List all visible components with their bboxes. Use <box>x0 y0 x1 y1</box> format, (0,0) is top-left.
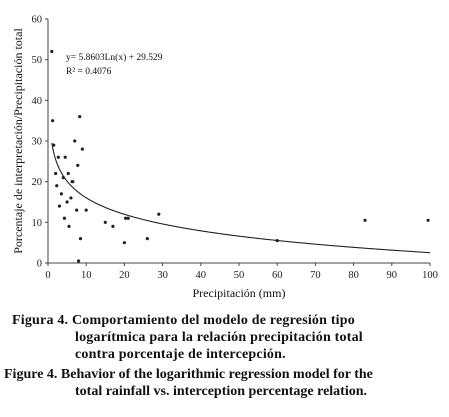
x-tick-label: 20 <box>119 270 130 281</box>
data-point <box>71 180 75 184</box>
x-tick-label: 100 <box>422 270 438 281</box>
caption-spanish-line-2: logarítmica para la relación precipitaci… <box>75 330 363 345</box>
data-point <box>76 163 80 167</box>
caption-spanish-line-3: contra porcentaje de intercepción. <box>75 347 286 362</box>
caption-spanish: Figura 4. Comportamiento del modelo de r… <box>12 312 442 363</box>
x-tick-label: 0 <box>45 270 50 281</box>
x-tick-label: 70 <box>310 270 321 281</box>
data-point <box>363 218 367 222</box>
data-point <box>145 237 149 241</box>
x-tick-label: 10 <box>81 270 92 281</box>
data-point <box>111 224 115 228</box>
data-point <box>78 237 83 241</box>
data-point <box>122 241 126 245</box>
data-point <box>62 216 67 220</box>
x-tick-label: 50 <box>234 270 245 281</box>
data-point <box>275 239 279 243</box>
y-tick-label: 20 <box>32 177 43 188</box>
data-point <box>84 208 88 212</box>
caption-spanish-text-1: Comportamiento del modelo de regresión t… <box>71 313 355 328</box>
y-tick-label: 60 <box>32 15 43 26</box>
data-point <box>54 171 58 176</box>
data-point <box>73 139 77 143</box>
data-point <box>103 220 107 224</box>
data-point <box>57 204 62 208</box>
data-point <box>59 192 63 196</box>
data-point <box>67 224 71 228</box>
data-point <box>126 216 130 220</box>
data-point <box>61 176 65 180</box>
data-point <box>66 171 70 176</box>
x-tick-label: 30 <box>157 270 168 281</box>
caption-english-line-2: total rainfall vs. interception percenta… <box>75 384 368 399</box>
data-point <box>123 216 128 220</box>
y-tick-label: 0 <box>37 259 42 270</box>
x-tick-label: 80 <box>348 270 359 281</box>
x-axis-title: Precipitación (mm) <box>193 286 286 300</box>
y-axis-title: Porcentaje de interpretación/Precipitaci… <box>11 28 25 254</box>
equation-annotation: y= 5.8603Ln(x) + 29.529 <box>66 52 163 63</box>
scatter-chart: 0 10 20 30 40 50 60 0 10 20 30 40 50 60 70 80 90 100 Prec… <box>11 15 438 301</box>
data-point <box>426 218 430 222</box>
y-tick-label: 10 <box>32 218 43 229</box>
data-point <box>55 184 59 188</box>
x-tick-label: 60 <box>272 270 283 281</box>
y-tick-label: 40 <box>32 96 43 107</box>
y-tick-label: 30 <box>32 137 43 148</box>
data-point <box>157 212 161 216</box>
caption-english-line-1: Figure 4. Behavior of the logarithmic re… <box>4 367 373 382</box>
data-point <box>56 155 60 159</box>
data-point <box>50 49 54 54</box>
y-tick-label: 50 <box>32 55 43 66</box>
caption-spanish-label: Figura 4. <box>12 313 69 328</box>
log-trendline <box>51 142 431 254</box>
data-point <box>80 147 84 151</box>
data-point <box>76 259 81 263</box>
caption-spanish-line-1: Figura 4. Comportamiento del modelo de r… <box>12 312 442 329</box>
data-point <box>69 196 73 200</box>
data-point <box>52 143 56 147</box>
caption-english: Figure 4. Behavior of the logarithmic re… <box>4 366 446 400</box>
x-tick-label: 90 <box>387 270 398 281</box>
data-point <box>75 208 79 212</box>
data-point <box>78 115 82 119</box>
plot-area: 0 10 20 30 40 50 60 0 10 20 30 40 50 60 70 80 90 100 <box>32 15 438 282</box>
data-point <box>50 119 55 123</box>
data-point <box>63 155 67 159</box>
r-squared-annotation: R² = 0.4076 <box>66 67 112 77</box>
x-tick-label: 40 <box>196 270 207 281</box>
data-point <box>65 200 69 204</box>
